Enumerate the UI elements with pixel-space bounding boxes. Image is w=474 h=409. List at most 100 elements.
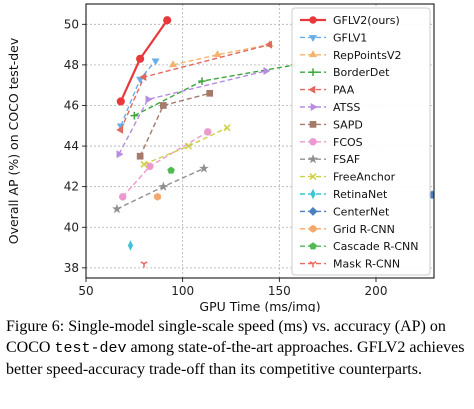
data-point (136, 152, 144, 160)
legend-label: SAPD (333, 118, 363, 131)
data-point (309, 138, 317, 146)
caption-code: test-dev (54, 340, 127, 357)
data-point (309, 50, 317, 58)
data-point (146, 162, 154, 171)
data-point (151, 58, 160, 66)
data-point (119, 193, 127, 201)
y-axis-label: Overall AP (%) on COCO test-dev (6, 37, 21, 244)
plot-frame (85, 3, 435, 279)
tick-labels: 50 100 150 200 38 40 42 44 46 48 50 (64, 17, 388, 298)
series-gflv1 (116, 58, 160, 131)
legend-label: Grid R-CNN (333, 223, 395, 236)
legend-entry: FCOS (300, 136, 363, 149)
legend-box (291, 7, 431, 276)
caption-text-1: Figure 6: Single-model single-scale spee… (6, 318, 446, 356)
y-tick-label: 40 (64, 220, 79, 234)
data-point (310, 188, 316, 200)
legend-label: FSAF (333, 153, 360, 166)
data-point (309, 121, 317, 128)
series-freeanchor (140, 124, 231, 168)
data-point (309, 68, 317, 76)
axes (82, 3, 435, 282)
legend-label: RepPointsV2 (333, 49, 401, 62)
data-point (308, 206, 318, 216)
data-point (309, 242, 317, 250)
data-point (136, 54, 145, 63)
data-point (163, 16, 172, 25)
legend-entry: Cascade R-CNN (300, 240, 419, 253)
legend-label: Mask R-CNN (333, 258, 400, 271)
series-paa (116, 40, 272, 134)
legend-entry: ATSS (300, 101, 360, 114)
y-tick-label: 50 (64, 17, 79, 31)
series-retinanet (127, 240, 134, 251)
legend-entry: FreeAnchor (300, 171, 396, 184)
data-point (309, 35, 317, 42)
data-point (198, 77, 206, 85)
legend-entry: GFLV1 (300, 31, 367, 44)
series-line (172, 43, 270, 66)
data-point (127, 240, 134, 251)
legend-label: ATSS (333, 101, 360, 114)
series-atss (116, 66, 271, 159)
legend-entry: Grid R-CNN (300, 223, 395, 236)
data-point (263, 66, 271, 75)
legend-label: BorderDet (333, 66, 390, 79)
data-point (310, 103, 318, 111)
data-point (199, 163, 209, 173)
series-mask-r-cnn (140, 261, 148, 268)
legend-entry: RepPointsV2 (300, 49, 401, 62)
data-point (265, 40, 272, 49)
legend-entry: GFLV2(ours) (300, 14, 400, 27)
x-tick-label: 200 (365, 284, 388, 298)
data-point (140, 261, 148, 268)
legend-entry: BorderDet (300, 66, 390, 79)
data-point (139, 73, 147, 82)
data-point (140, 160, 148, 168)
legend: GFLV2(ours) GFLV1 RepPointsV2 BorderDet PAA A… (291, 7, 431, 276)
data-point (167, 166, 175, 174)
x-tick-label: 100 (171, 284, 194, 298)
legend-entry: RetinaNet (300, 188, 388, 201)
data-point (112, 203, 122, 214)
series-sapd (136, 89, 214, 160)
data-point (309, 224, 317, 233)
legend-label: FreeAnchor (333, 171, 396, 184)
legend-entry: Mask R-CNN (300, 258, 400, 271)
data-point (159, 102, 167, 109)
data-point (116, 125, 124, 134)
data-point (309, 261, 317, 268)
legend-label: PAA (333, 84, 355, 97)
legend-label: GFLV2(ours) (333, 14, 400, 27)
data-point (184, 142, 193, 150)
y-tick-label: 38 (64, 261, 79, 275)
data-point (116, 150, 124, 159)
legend-entry: FSAF (300, 153, 360, 166)
data-point (223, 124, 231, 132)
legend-label: Cascade R-CNN (333, 240, 419, 253)
legend-entry: PAA (300, 84, 355, 97)
series-layer (112, 16, 434, 268)
series-cascade-r-cnn (167, 166, 175, 174)
series-line (118, 70, 266, 155)
y-tick-label: 48 (64, 58, 79, 72)
series-grid-r-cnn (154, 192, 161, 201)
data-point (308, 154, 318, 164)
x-axis-label: GPU Time (ms/img) (199, 299, 320, 312)
legend-label: FCOS (333, 136, 363, 149)
data-point (158, 181, 169, 191)
data-point (309, 16, 317, 24)
series-line (139, 92, 210, 157)
data-point (204, 128, 212, 136)
x-tick-label: 50 (78, 284, 93, 298)
caption-text-2: among state-of-the-art approaches. GFLV2… (6, 339, 465, 378)
legend-label: GFLV1 (333, 31, 367, 44)
y-tick-label: 46 (64, 98, 79, 112)
data-point (308, 85, 316, 94)
y-tick-label: 44 (64, 139, 79, 153)
data-point (130, 111, 139, 120)
series-gflv2-ours (116, 16, 172, 106)
data-point (169, 60, 177, 68)
speed-accuracy-chart: 50 100 150 200 38 40 42 44 46 48 50 GPU Time (ms/i… (6, 3, 435, 312)
data-point (116, 97, 125, 106)
